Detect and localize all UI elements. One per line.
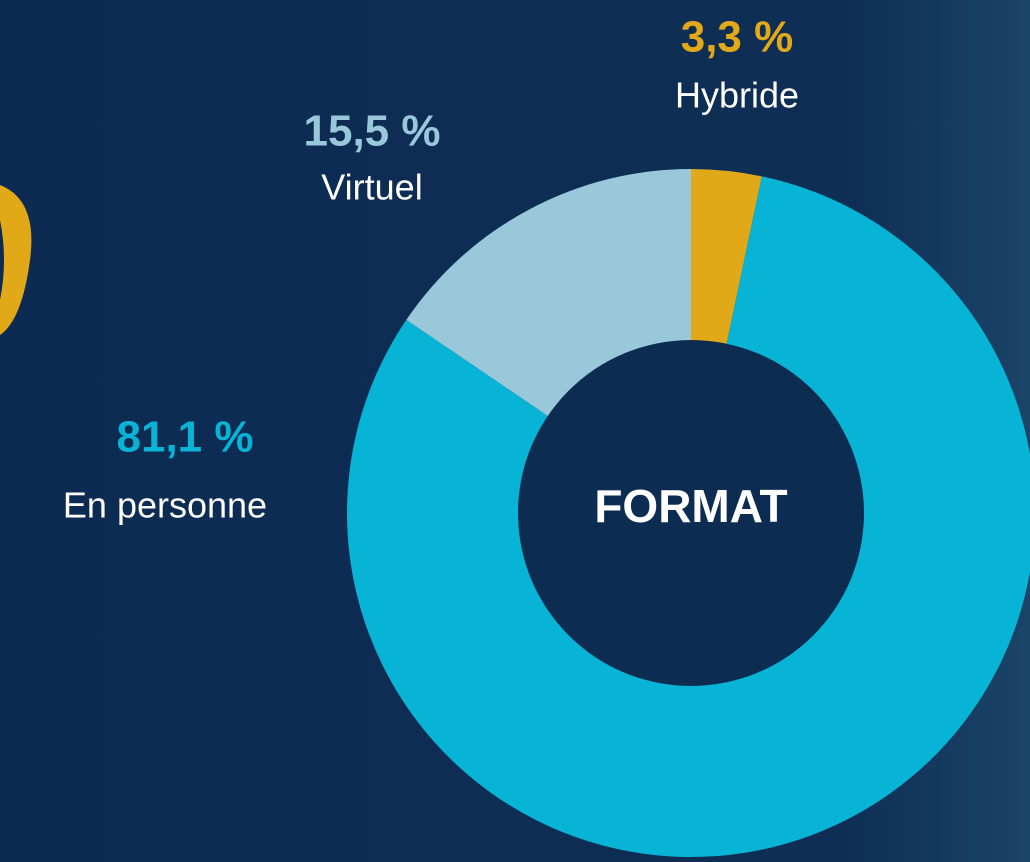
value-label: 81,1 % bbox=[117, 413, 254, 462]
donut-hole bbox=[518, 340, 864, 686]
category-label: En personne bbox=[63, 485, 267, 526]
category-label: Hybride bbox=[675, 75, 799, 116]
value-label: 15,5 % bbox=[304, 107, 441, 156]
category-label: Virtuel bbox=[321, 167, 422, 208]
slice bbox=[691, 169, 762, 347]
slice bbox=[347, 176, 1030, 857]
value-label: 3,3 % bbox=[681, 13, 794, 62]
decorative-glyph bbox=[0, 185, 32, 335]
center-label: FORMAT bbox=[594, 480, 787, 532]
